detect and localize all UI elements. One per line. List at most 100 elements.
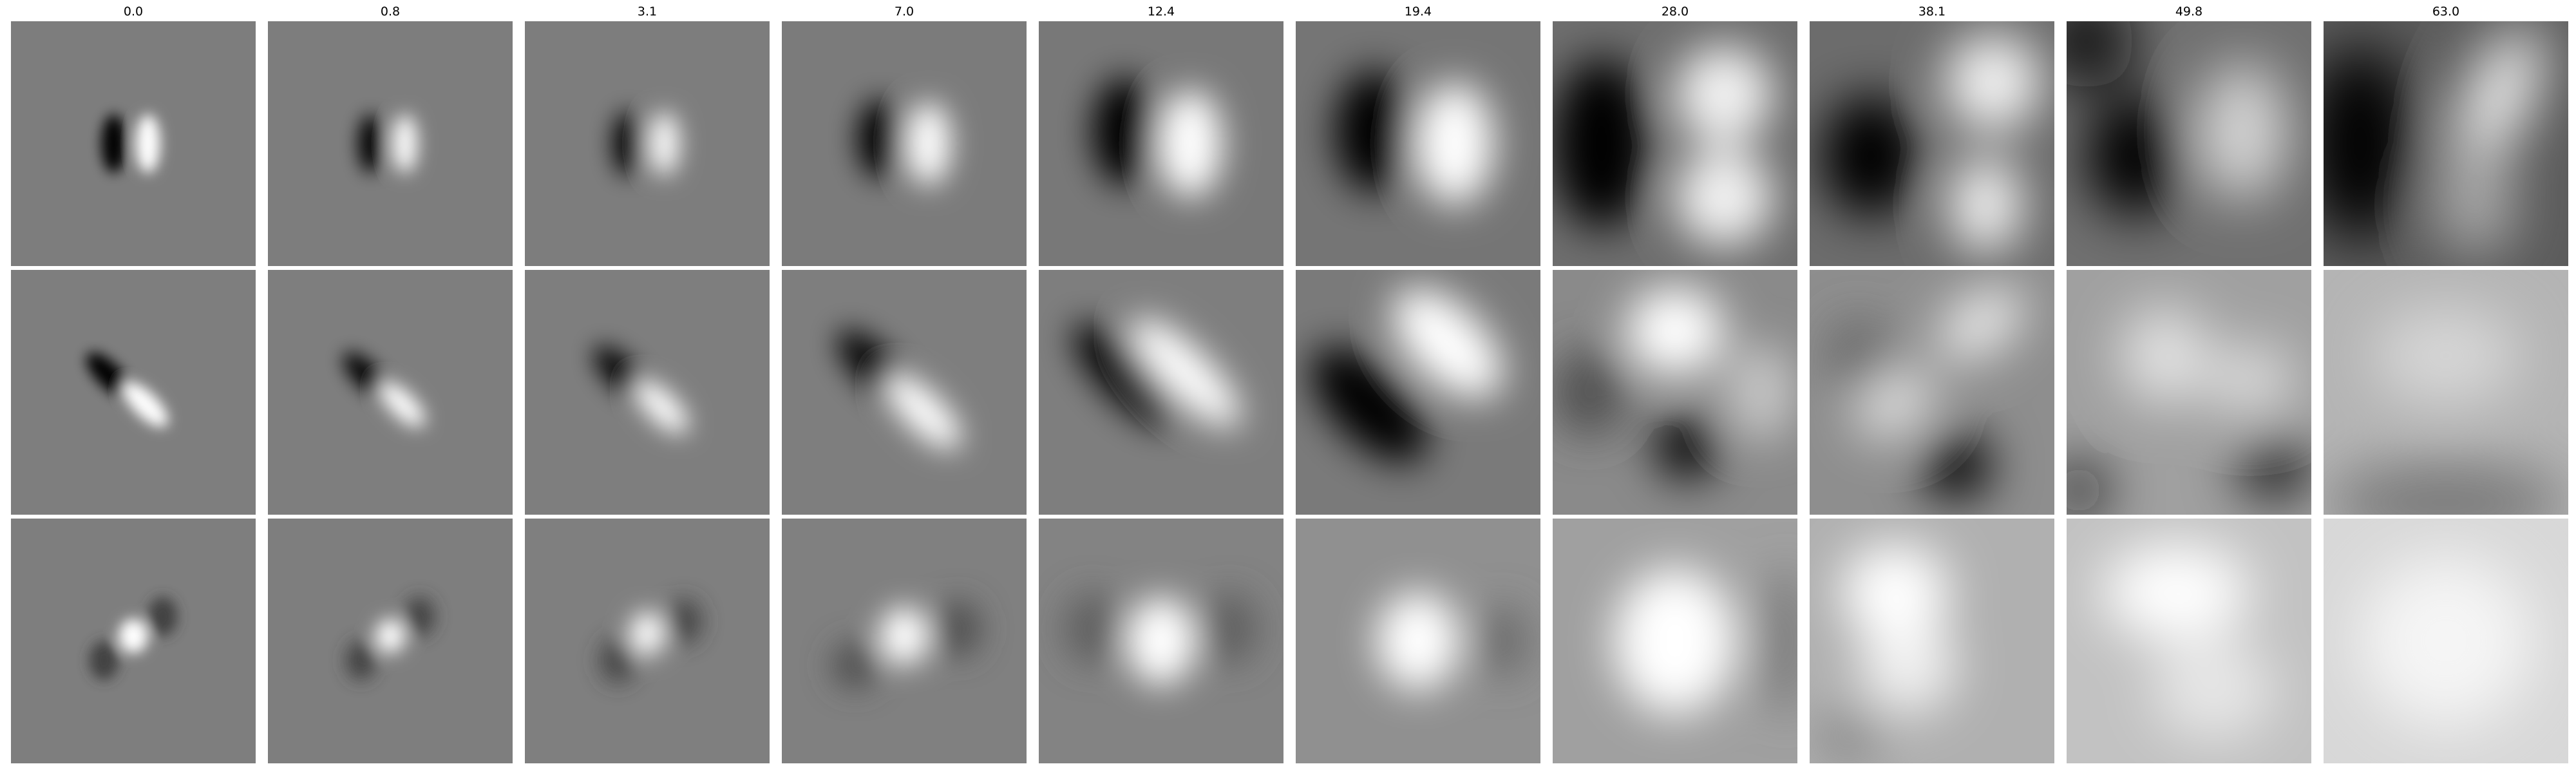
filter-tile-image	[1810, 519, 2054, 763]
filter-tile-image	[1553, 519, 1797, 763]
filter-tile	[1553, 519, 1797, 763]
intensity-blob	[886, 374, 961, 450]
intensity-blob	[343, 352, 388, 398]
filter-tile-image	[1296, 519, 1540, 763]
filter-tile	[782, 21, 1027, 266]
filter-tile	[1553, 270, 1797, 515]
intensity-blob	[2103, 543, 2250, 641]
filter-tile	[782, 519, 1027, 763]
intensity-blob	[880, 606, 929, 665]
intensity-blob	[2067, 21, 2136, 90]
intensity-blob	[358, 114, 383, 173]
filter-tile-image	[525, 21, 770, 266]
filter-tile	[525, 270, 770, 515]
filter-tile-image	[782, 21, 1027, 266]
filter-tile-image	[1810, 270, 2054, 515]
filter-tile-image	[268, 270, 513, 515]
intensity-blob	[392, 114, 417, 173]
filter-tile	[1296, 21, 1540, 266]
filter-tile-image	[1553, 270, 1797, 515]
intensity-blob	[1937, 287, 2025, 361]
filter-tile-image	[11, 270, 256, 515]
filter-tile-image	[1039, 270, 1283, 515]
filter-tile-image	[2324, 21, 2568, 266]
intensity-blob	[123, 382, 168, 427]
intensity-blob	[1126, 596, 1196, 685]
filter-tile	[268, 21, 513, 266]
intensity-blob	[1073, 323, 1176, 427]
filter-tile-image	[268, 21, 513, 266]
intensity-blob	[2360, 555, 2532, 727]
intensity-blob	[649, 111, 679, 176]
intensity-blob	[147, 596, 178, 636]
intensity-blob	[635, 380, 688, 434]
intensity-blob	[600, 638, 635, 683]
filter-tile-image	[1296, 21, 1540, 266]
tile-background	[11, 21, 256, 266]
filter-tile	[1810, 270, 2054, 515]
intensity-blob	[1822, 95, 1920, 217]
intensity-blob	[1922, 431, 1991, 501]
intensity-blob	[1675, 46, 1773, 144]
intensity-blob	[1761, 568, 1797, 714]
intensity-blob	[2199, 62, 2287, 200]
filter-tile	[1553, 21, 1797, 266]
intensity-blob	[1841, 543, 1949, 641]
intensity-blob	[1855, 369, 1935, 440]
intensity-blob	[1724, 343, 1797, 441]
filter-tile-image	[1039, 519, 1283, 763]
intensity-blob	[2206, 343, 2295, 417]
intensity-blob	[2067, 461, 2108, 515]
intensity-blob	[1392, 288, 1502, 399]
filter-tile-image	[1039, 21, 1283, 266]
filter-tile	[11, 519, 256, 763]
intensity-blob	[667, 599, 701, 644]
filter-tile	[2324, 270, 2568, 515]
filter-tile-image	[11, 519, 256, 763]
filter-tile-image	[2067, 519, 2311, 763]
filter-tile-image	[782, 270, 1027, 515]
intensity-blob	[2120, 307, 2209, 405]
filter-tile-image	[2324, 519, 2568, 763]
filter-tile-image	[782, 519, 1027, 763]
filter-tile	[2067, 21, 2311, 266]
filter-tile	[782, 270, 1027, 515]
tile-background	[525, 21, 770, 266]
intensity-blob	[2238, 429, 2311, 502]
intensity-blob	[1810, 709, 1883, 763]
intensity-blob	[1614, 568, 1736, 714]
column-title: 7.0	[894, 5, 914, 19]
intensity-blob	[118, 618, 148, 653]
tile-background	[782, 21, 1027, 266]
intensity-blob	[1092, 77, 1157, 186]
intensity-blob	[1675, 148, 1773, 247]
filter-tile	[2067, 519, 2311, 763]
filter-tile-image	[268, 519, 513, 763]
filter-tile	[2067, 270, 2311, 515]
intensity-blob	[1949, 156, 2023, 254]
column-title: 19.4	[1404, 5, 1432, 19]
intensity-blob	[380, 382, 425, 427]
filter-tile-image	[1810, 21, 2054, 266]
intensity-blob	[1334, 70, 1414, 193]
intensity-blob	[2324, 46, 2414, 242]
filter-tile-image	[1553, 21, 1797, 266]
column-title: 38.1	[1918, 5, 1946, 19]
intensity-blob	[101, 114, 126, 173]
column-title: 0.0	[123, 5, 144, 19]
filter-tile	[1296, 270, 1540, 515]
intensity-blob	[1376, 592, 1460, 690]
filter-tile-image	[525, 270, 770, 515]
intensity-blob	[1626, 287, 1724, 376]
intensity-blob	[1944, 33, 2042, 131]
filter-tile	[1296, 519, 1540, 763]
intensity-blob	[1311, 346, 1428, 463]
intensity-blob	[630, 611, 665, 656]
intensity-blob	[89, 641, 119, 680]
intensity-blob	[1553, 348, 1626, 437]
intensity-blob	[2324, 466, 2568, 515]
intensity-blob	[2086, 95, 2184, 217]
intensity-blob	[2459, 26, 2541, 163]
tile-background	[268, 21, 513, 266]
